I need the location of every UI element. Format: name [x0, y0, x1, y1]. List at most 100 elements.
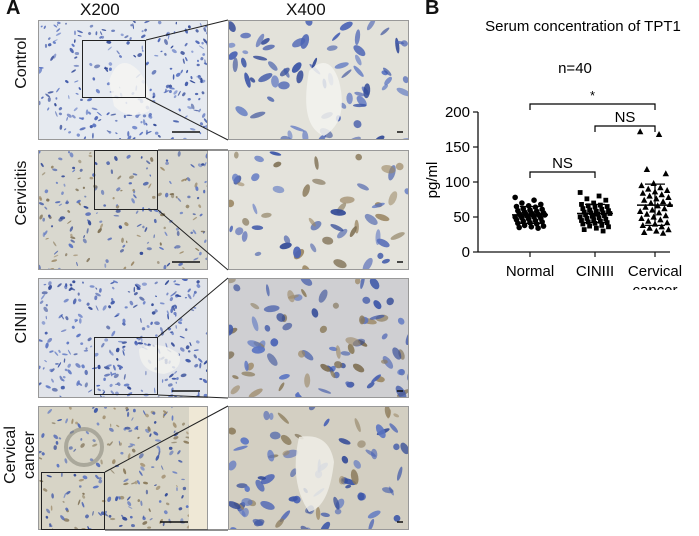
cell-nucleus [201, 113, 206, 118]
cell-nucleus [41, 96, 44, 99]
cell-nucleus [115, 204, 118, 207]
cell-nucleus [99, 288, 102, 293]
cell-nucleus [320, 521, 331, 529]
cell-nucleus [308, 217, 316, 227]
cell-nucleus [96, 111, 102, 116]
cell-nucleus [187, 106, 193, 110]
cell-nucleus [45, 342, 49, 349]
cell-nucleus [371, 202, 385, 209]
data-point [658, 223, 665, 230]
cell-nucleus [364, 213, 378, 226]
cell-nucleus [61, 175, 65, 178]
cell-nucleus [229, 199, 235, 208]
cell-nucleus [66, 490, 71, 495]
y-tick-label: 100 [445, 174, 470, 191]
cell-nucleus [152, 411, 156, 415]
cell-nucleus [68, 95, 70, 100]
cell-nucleus [369, 314, 385, 320]
cell-nucleus [363, 83, 371, 99]
cell-nucleus [39, 264, 41, 269]
cell-nucleus [229, 324, 234, 336]
cell-nucleus [278, 382, 285, 392]
cell-nucleus [105, 364, 112, 368]
cell-nucleus [229, 21, 236, 32]
data-point [585, 219, 591, 225]
cell-nucleus [185, 204, 190, 209]
cell-nucleus [82, 281, 84, 284]
cell-nucleus [252, 203, 258, 215]
cell-nucleus [388, 191, 398, 206]
cell-nucleus [242, 218, 250, 226]
cell-nucleus [46, 198, 50, 202]
cell-nucleus [71, 69, 77, 73]
cell-nucleus [73, 353, 78, 356]
cell-nucleus [124, 222, 129, 227]
cell-nucleus [111, 372, 117, 375]
cell-nucleus [99, 36, 103, 39]
cell-nucleus [45, 315, 47, 320]
cell-nucleus [108, 62, 113, 66]
cell-nucleus [88, 32, 92, 35]
cell-nucleus [339, 196, 355, 204]
cell-nucleus [134, 480, 138, 485]
cell-nucleus [52, 241, 57, 247]
cell-nucleus [89, 62, 93, 67]
cell-nucleus [104, 407, 108, 409]
cell-nucleus [168, 89, 172, 94]
cell-nucleus [264, 324, 271, 332]
cell-nucleus [70, 236, 76, 239]
cell-nucleus [375, 229, 381, 245]
data-point [663, 219, 671, 226]
cell-nucleus [55, 32, 62, 36]
cell-nucleus [400, 442, 408, 455]
cell-nucleus [71, 325, 75, 329]
cell-nucleus [180, 69, 183, 74]
data-point [606, 224, 611, 230]
cell-nucleus [190, 164, 195, 168]
cell-nucleus [63, 183, 66, 187]
cell-nucleus [101, 342, 105, 348]
cell-nucleus [156, 445, 160, 449]
cell-nucleus [107, 496, 112, 503]
cell-nucleus [185, 345, 190, 350]
data-point [657, 216, 664, 223]
cell-nucleus [360, 279, 365, 289]
cell-nucleus [187, 293, 192, 300]
cell-nucleus [116, 424, 120, 428]
cell-nucleus [39, 66, 44, 69]
zoom-box-control [82, 40, 146, 98]
cell-nucleus [110, 423, 112, 427]
cell-nucleus [92, 485, 99, 489]
cell-nucleus [44, 43, 48, 48]
cell-nucleus [205, 332, 207, 335]
cell-nucleus [302, 184, 310, 197]
cell-nucleus [123, 482, 129, 486]
cell-nucleus [55, 441, 59, 445]
micrograph-cervicitis-x400 [228, 150, 409, 270]
cell-nucleus [58, 349, 61, 353]
cell-nucleus [169, 180, 172, 185]
cell-nucleus [98, 119, 102, 122]
cell-nucleus [157, 192, 162, 197]
cell-nucleus [85, 347, 88, 350]
cell-nucleus [338, 438, 351, 445]
cell-nucleus [86, 228, 89, 234]
cell-nucleus [86, 302, 90, 306]
cell-nucleus [187, 350, 191, 353]
cell-nucleus [146, 241, 150, 244]
cell-nucleus [44, 331, 48, 335]
data-point [659, 229, 667, 236]
cell-nucleus [181, 494, 184, 499]
cell-nucleus [86, 257, 90, 263]
micrograph-ciniii-x400 [228, 278, 409, 398]
cell-nucleus [123, 114, 127, 119]
cell-nucleus [122, 345, 126, 348]
cell-nucleus [108, 305, 112, 309]
cell-nucleus [133, 194, 137, 199]
cell-nucleus [118, 496, 121, 500]
cell-nucleus [267, 96, 275, 102]
cell-nucleus [328, 346, 338, 352]
cell-nucleus [381, 164, 396, 174]
cell-nucleus [154, 439, 162, 442]
cell-nucleus [84, 382, 88, 388]
